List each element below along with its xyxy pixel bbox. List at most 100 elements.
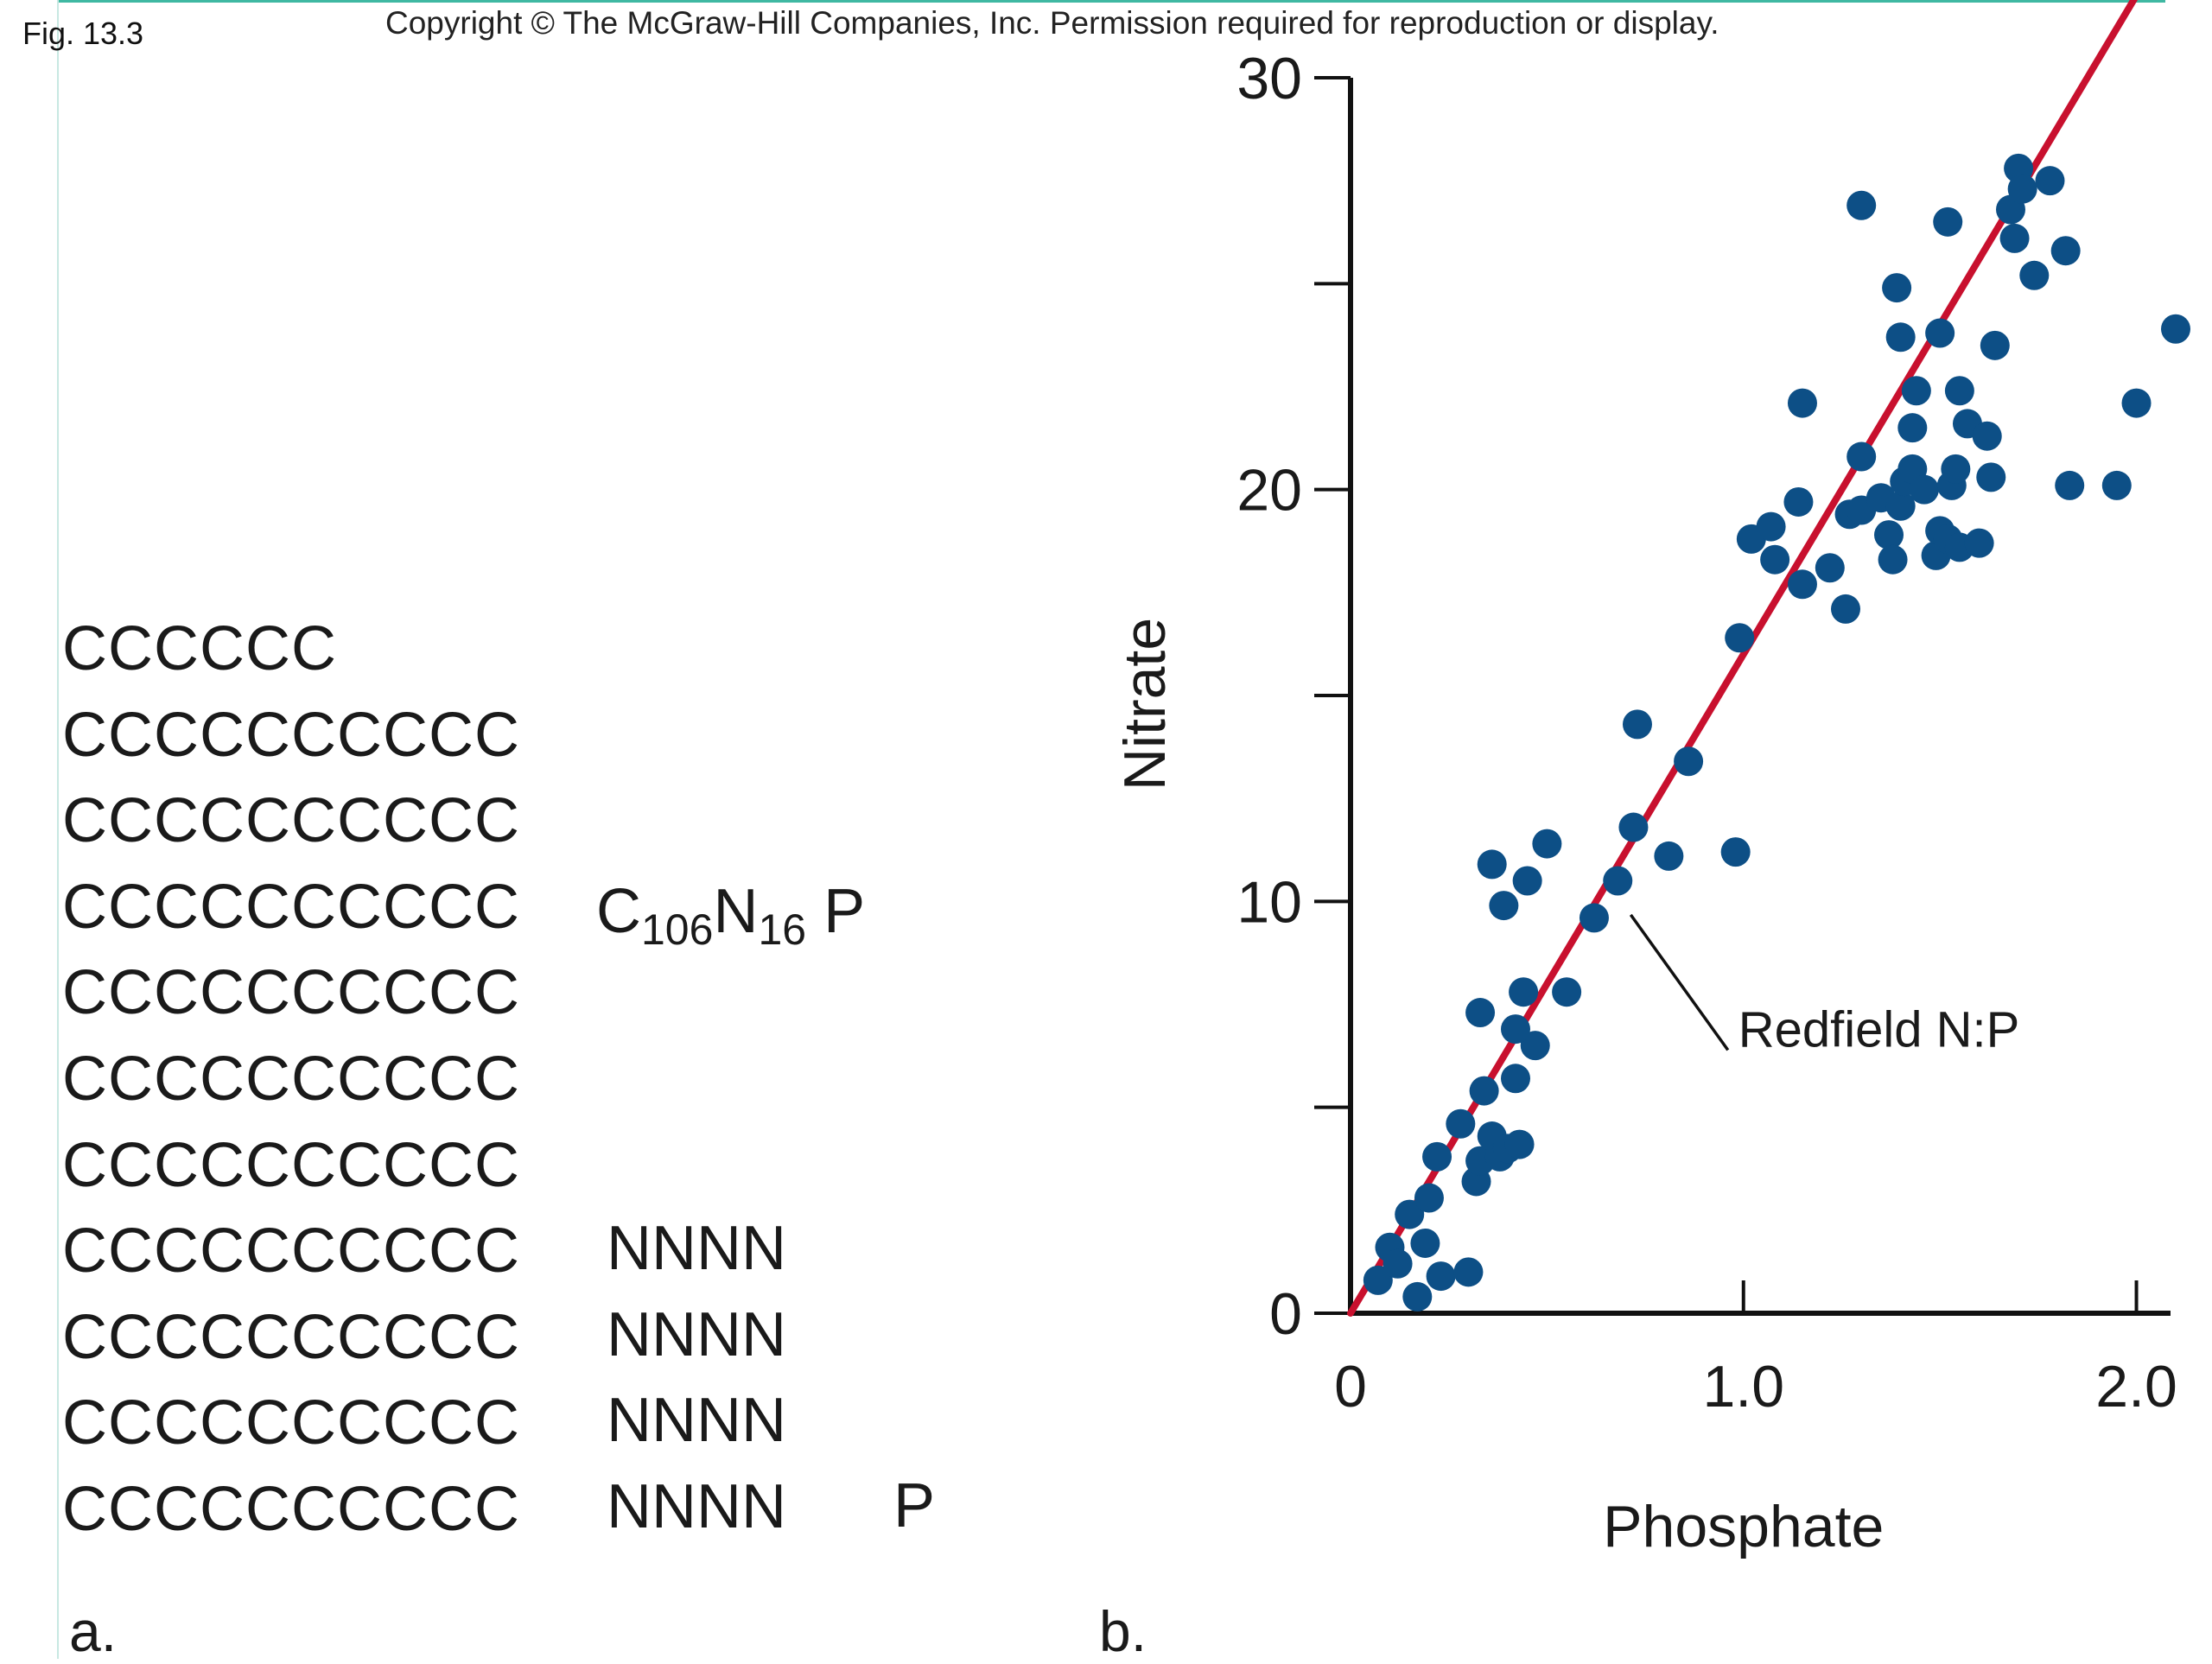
data-point [1760, 544, 1790, 575]
data-point [1363, 1265, 1393, 1295]
data-point [1720, 837, 1751, 867]
data-point [1426, 1261, 1456, 1292]
carbon-row: CCCCCCCCCC [62, 1216, 520, 1286]
data-point [1815, 553, 1845, 583]
data-point [1477, 849, 1507, 880]
data-point [1446, 1108, 1476, 1139]
y-tick-label: 30 [1236, 46, 1302, 111]
y-tick-label: 20 [1236, 458, 1302, 524]
top-rule [57, 0, 2165, 3]
data-point [1520, 1031, 1550, 1061]
formula-carbon: C [596, 877, 641, 946]
data-point [1847, 190, 1877, 220]
carbon-row: CCCCCCCCCC [62, 700, 520, 770]
data-point [1382, 1248, 1413, 1279]
data-point [1874, 520, 1904, 550]
data-point [1654, 841, 1684, 871]
formula-nitrogen-subscript: 16 [758, 905, 807, 954]
data-point [2161, 314, 2190, 344]
formula-phosphorus: P [806, 877, 866, 946]
data-point [1532, 829, 1562, 859]
data-point [1501, 1064, 1530, 1094]
data-point [1787, 388, 1817, 418]
data-point [1552, 977, 1582, 1007]
y-axis-title: Nitrate [1112, 618, 1178, 791]
chart-text: 0 10 20 30 0 1.0 2.0 Phosphate Nitrate Redfield N… [1112, 46, 2177, 1559]
carbon-row: CCCCCCCCCC [62, 1388, 520, 1458]
carbon-row: CCCCCCCCCC [62, 1130, 520, 1200]
data-point [2019, 260, 2050, 290]
data-point [1469, 1076, 1499, 1106]
data-point [1897, 413, 1928, 443]
copyright-notice: Copyright © The McGraw-Hill Companies, I… [385, 5, 1719, 41]
nitrogen-row: NNNN [607, 1214, 786, 1283]
data-point [1489, 891, 1519, 921]
data-point [1941, 454, 1971, 484]
data-point [1504, 1129, 1535, 1159]
carbon-row: CCCCCCCCCC [62, 786, 520, 856]
data-point [1976, 462, 2006, 492]
data-point [2007, 174, 2037, 204]
data-point [1756, 511, 1786, 542]
data-point [1972, 421, 2002, 451]
data-point [1999, 223, 2030, 253]
data-point [2101, 470, 2132, 500]
formula-nitrogen: N [713, 877, 759, 946]
data-point [1783, 486, 1814, 517]
data-point [1674, 746, 1704, 777]
data-point [1933, 206, 1963, 237]
carbon-row: CCCCCCCCCC [62, 872, 520, 942]
y-tick-label: 0 [1269, 1281, 1302, 1347]
data-point [2055, 470, 2085, 500]
data-point [1831, 594, 1860, 624]
data-point [1885, 491, 1916, 521]
data-point [1509, 977, 1539, 1007]
data-points [1363, 153, 2190, 1312]
data-point [1885, 322, 1916, 352]
data-point [2035, 166, 2065, 196]
data-point [1603, 866, 1633, 896]
carbon-row: CCCCCCCCCC [62, 958, 520, 1028]
data-point [1882, 273, 1912, 303]
data-point [2121, 388, 2152, 418]
redfield-formula: C106N16 P [596, 876, 865, 955]
data-point [1402, 1281, 1433, 1312]
nitrogen-row: NNNN [607, 1299, 786, 1369]
panel-a-label: a. [69, 1599, 118, 1663]
carbon-row: CCCCCC [62, 614, 337, 683]
data-point [1501, 1014, 1530, 1045]
axes [1314, 76, 2171, 1316]
left-rule [57, 0, 59, 1659]
carbon-row: CCCCCCCCCC [62, 1302, 520, 1372]
carbon-rows: CCCCCC CCCCCCCCCC CCCCCCCCCC CCCCCCCCCC … [62, 607, 520, 1553]
data-point [1847, 441, 1877, 472]
x-axis-title: Phosphate [1603, 1494, 1884, 1559]
data-point [1787, 569, 1817, 600]
data-point [1512, 866, 1542, 896]
data-point [1414, 1183, 1444, 1213]
data-point [1725, 623, 1755, 653]
data-point [1925, 318, 1955, 348]
data-point [1422, 1141, 1452, 1172]
y-tick-label: 10 [1236, 869, 1302, 935]
data-point [1964, 528, 1994, 558]
data-point [1901, 376, 1931, 406]
data-point [1395, 1199, 1425, 1229]
x-tick-label: 1.0 [1702, 1354, 1784, 1419]
nitrogen-rows: NNNN NNNN NNNN NNNN [607, 1206, 786, 1550]
carbon-row: CCCCCCCCCC [62, 1044, 520, 1114]
data-point [2050, 236, 2081, 266]
data-point [1622, 709, 1652, 740]
data-point [1909, 474, 1939, 505]
panel-b-label: b. [1099, 1599, 1147, 1663]
data-point [1579, 903, 1609, 933]
data-point [1465, 998, 1496, 1028]
data-point [1618, 812, 1649, 842]
figure-label: Fig. 13.3 [22, 16, 144, 51]
data-point [1980, 330, 2010, 360]
data-point [1878, 544, 1908, 575]
nitrogen-row: NNNN [607, 1471, 786, 1541]
data-point [1453, 1257, 1484, 1287]
annotation-label: Redfield N:P [1738, 1001, 2020, 1057]
